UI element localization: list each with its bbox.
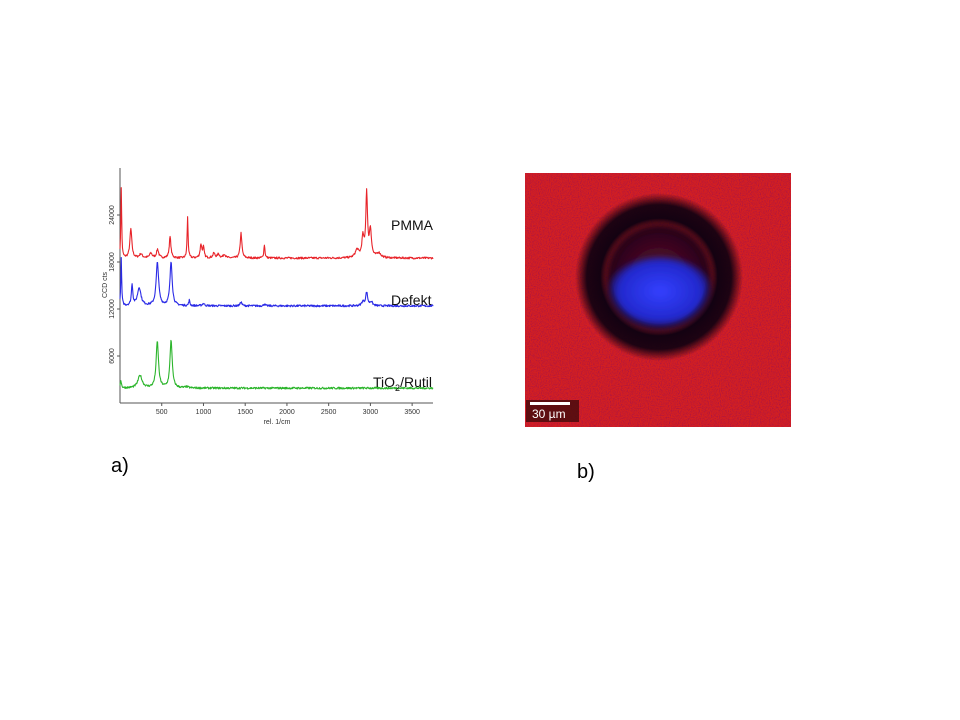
raman-spectrum-chart: 500 1000 1500 2000 2500 3000 3500 6000 12000 1800… (102, 168, 434, 426)
scale-bar-label: 30 µm (532, 407, 566, 421)
series-labels: PMMA Defekt TiO2/Rutil (373, 217, 434, 393)
defect-dark-ring (575, 193, 743, 361)
series-label-defekt-text: Defekt (391, 292, 432, 308)
y-tick-label: 12000 (109, 299, 116, 319)
series-label-tio2-sub: 2 (395, 383, 400, 393)
series-label-defekt: Defekt (391, 292, 432, 308)
x-tick-label: 1000 (196, 409, 212, 416)
panel-b-label: b) (577, 461, 595, 483)
y-axis-label: CCD cts (102, 271, 109, 298)
tick-group: 500 1000 1500 2000 2500 3000 3500 6000 12000 1800… (109, 205, 420, 416)
x-tick-label: 500 (156, 409, 168, 416)
scale-bar (530, 402, 570, 405)
x-tick-label: 1500 (237, 409, 253, 416)
chart-axes (119, 168, 433, 404)
series-line-0 (119, 187, 434, 260)
x-tick-label: 2000 (279, 409, 295, 416)
x-tick-label: 2500 (321, 409, 337, 416)
series-label-pmma-text: PMMA (391, 217, 434, 233)
series-label-tio2-base: TiO (373, 374, 395, 390)
y-tick-label: 24000 (109, 205, 116, 225)
series-label-tio2: TiO2/Rutil (373, 374, 432, 393)
y-tick-label: 18000 (109, 252, 116, 272)
x-tick-label: 3500 (404, 409, 420, 416)
series-label-pmma: PMMA (391, 217, 434, 233)
raman-map-image: 30 µm (525, 173, 791, 427)
series-line-1 (119, 256, 434, 308)
x-tick-label: 3000 (363, 409, 379, 416)
series-label-tio2-tail: /Rutil (400, 374, 432, 390)
series-line-2 (119, 339, 434, 390)
x-axis-label: rel. 1/cm (264, 419, 291, 426)
scale-bar-background (526, 400, 579, 422)
panel-a-label: a) (111, 455, 129, 477)
y-tick-label: 6000 (109, 348, 116, 364)
series-group (119, 187, 434, 390)
